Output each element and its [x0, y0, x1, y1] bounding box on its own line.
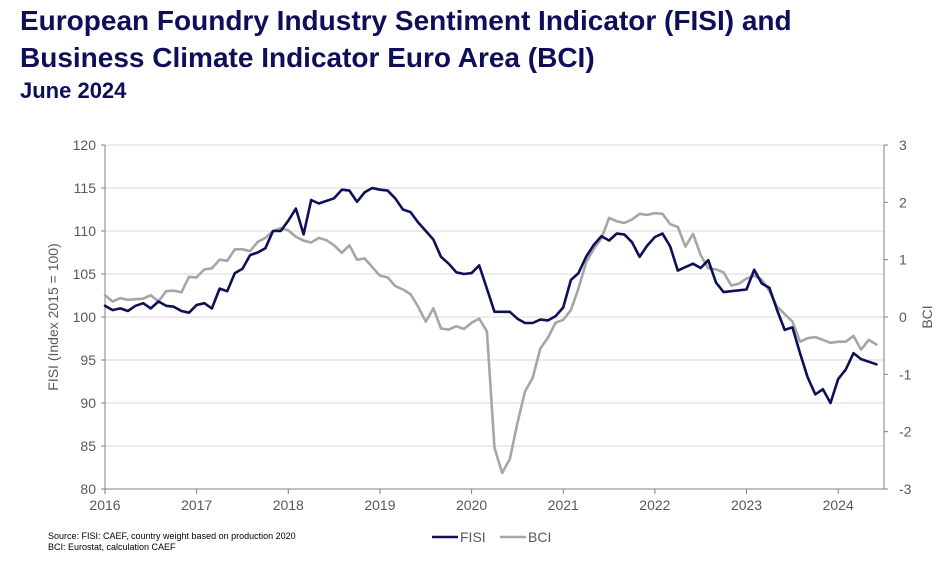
legend-bci-label: BCI [528, 529, 551, 545]
y2-axis-label: BCI [919, 305, 935, 328]
x-tick-label: 2016 [89, 497, 120, 513]
chart-title-line-2: Business Climate Indicator Euro Area (BC… [20, 42, 595, 73]
y-tick-label: 105 [73, 266, 97, 282]
x-tick-label: 2023 [731, 497, 762, 513]
legend: FISI BCI [432, 529, 551, 545]
y2-tick-label: -2 [899, 424, 912, 440]
series-line-bci [103, 211, 878, 475]
y-tick-label: 90 [80, 395, 96, 411]
x-tick-label: 2018 [273, 497, 304, 513]
y-tick-label: 85 [80, 438, 96, 454]
y2-tick-label: 0 [899, 309, 907, 325]
x-tick-label: 2020 [456, 497, 487, 513]
series-lines [103, 186, 878, 475]
y-axis-label: FISI (Index 2015 = 100) [45, 243, 61, 390]
y-tick-label: 115 [74, 180, 97, 196]
y2-tick-label: 3 [899, 137, 907, 153]
x-tick-label: 2021 [548, 497, 579, 513]
y2-tick-label: -1 [899, 366, 912, 382]
y-tick-label: 80 [80, 481, 96, 497]
y-tick-label: 120 [73, 137, 97, 153]
y-tick-label: 100 [73, 309, 97, 325]
series-line-fisi [103, 186, 878, 405]
y2-tick-label: 2 [899, 194, 907, 210]
legend-fisi-label: FISI [460, 529, 486, 545]
x-tick-label: 2017 [181, 497, 212, 513]
source-note-line-2: BCI: Eurostat, calculation CAEF [48, 542, 176, 552]
x-tick-label: 2024 [823, 497, 854, 513]
y-tick-label: 95 [80, 352, 96, 368]
x-tick-label: 2019 [364, 497, 395, 513]
y2-tick-label: -3 [899, 481, 912, 497]
source-note-line-1: Source: FISI: CAEF, country weight based… [48, 531, 296, 541]
y-tick-label: 110 [74, 223, 97, 239]
chart-subtitle: June 2024 [20, 78, 127, 103]
axes [104, 145, 885, 490]
chart-title-line-1: European Foundry Industry Sentiment Indi… [20, 5, 792, 36]
tick-labels: 80 85 90 95 100 105 110 115 120 -3 -2 -1 0 1 2 3 2016 201… [73, 137, 912, 513]
x-tick-label: 2022 [639, 497, 670, 513]
y2-tick-label: 1 [899, 252, 907, 268]
